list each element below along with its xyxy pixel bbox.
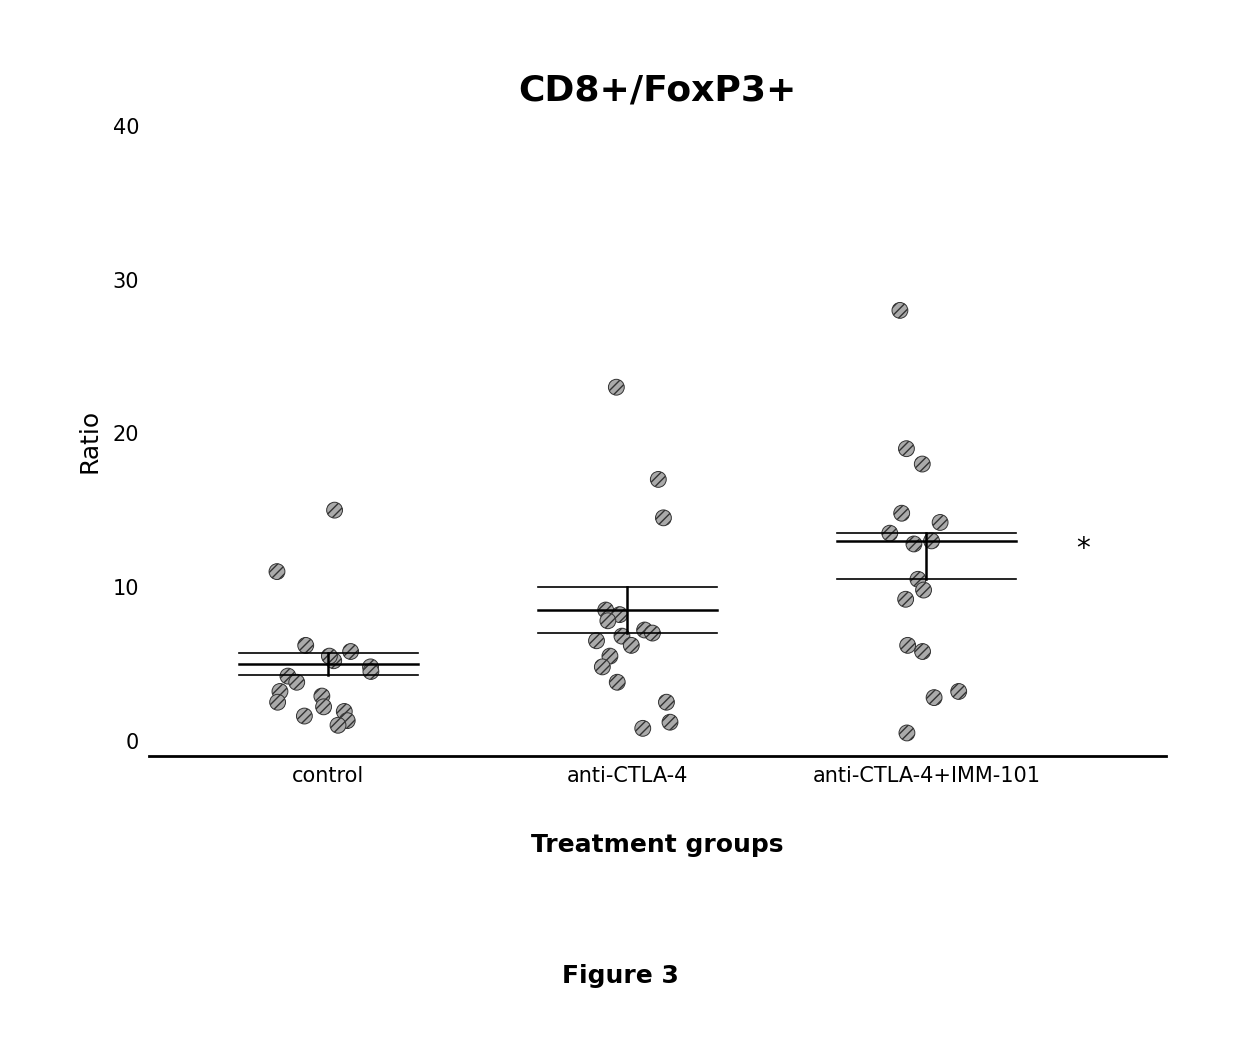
Point <box>921 532 941 549</box>
Text: *: * <box>1076 534 1090 563</box>
Point <box>361 664 381 680</box>
Point <box>294 708 314 724</box>
Point <box>621 637 641 654</box>
Point <box>913 643 932 659</box>
Point <box>635 622 655 638</box>
Point <box>337 712 357 729</box>
Point <box>649 471 668 488</box>
Y-axis label: Ratio: Ratio <box>77 408 102 474</box>
Point <box>593 658 613 675</box>
Point <box>653 509 673 526</box>
Point <box>656 694 676 711</box>
Point <box>930 514 950 531</box>
Point <box>632 720 652 737</box>
Point <box>898 637 918 654</box>
Title: CD8+/FoxP3+: CD8+/FoxP3+ <box>518 74 796 108</box>
Point <box>335 704 355 720</box>
Point <box>270 684 290 700</box>
Point <box>595 602 615 618</box>
Point <box>296 637 316 654</box>
Point <box>312 688 332 705</box>
Point <box>324 652 343 669</box>
Point <box>949 684 968 700</box>
Point <box>600 648 620 665</box>
Point <box>642 625 662 642</box>
Point <box>606 379 626 396</box>
Point <box>908 571 928 588</box>
Point <box>897 724 916 741</box>
Point <box>897 440 916 457</box>
Point <box>924 689 944 706</box>
Text: Figure 3: Figure 3 <box>562 965 678 988</box>
Point <box>892 505 911 522</box>
Point <box>608 674 627 691</box>
Point <box>598 612 618 629</box>
Point <box>914 582 934 598</box>
Point <box>268 694 288 711</box>
Point <box>361 658 381 675</box>
Point <box>278 668 298 685</box>
Text: Treatment groups: Treatment groups <box>531 834 784 857</box>
Point <box>895 591 915 608</box>
Point <box>880 525 900 542</box>
Point <box>325 502 345 519</box>
Point <box>913 456 932 472</box>
Point <box>610 606 630 623</box>
Point <box>890 302 910 319</box>
Point <box>286 674 306 691</box>
Point <box>320 648 340 665</box>
Point <box>587 632 606 649</box>
Point <box>904 536 924 552</box>
Point <box>267 563 286 580</box>
Point <box>341 643 361 659</box>
Point <box>613 628 632 645</box>
Point <box>329 717 348 734</box>
Point <box>660 714 680 731</box>
Point <box>314 698 334 715</box>
